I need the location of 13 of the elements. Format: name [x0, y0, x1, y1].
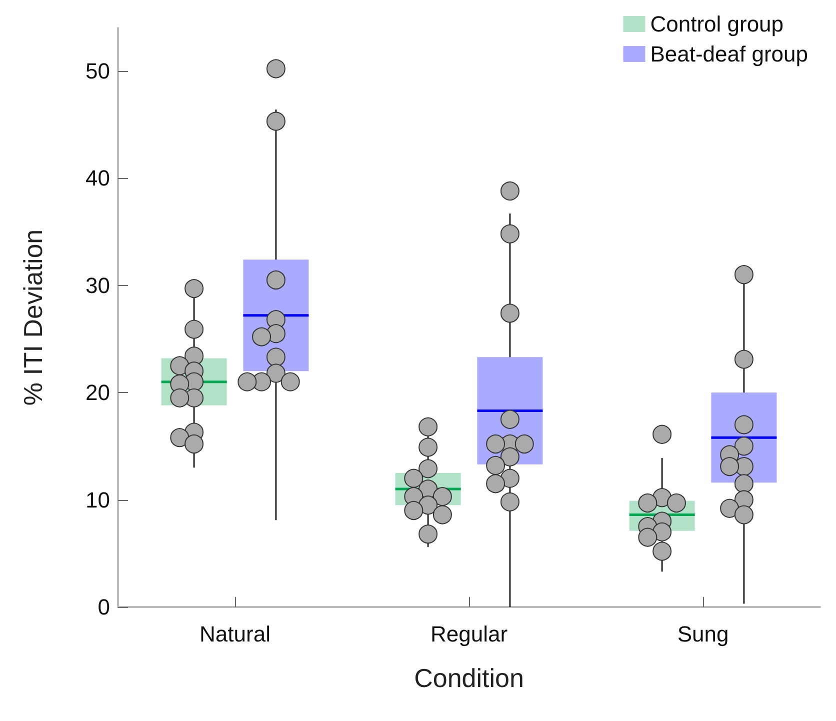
y-tick-label: 10 — [86, 487, 110, 512]
y-tick-label: 0 — [98, 594, 110, 620]
y-tick-label: 30 — [86, 272, 110, 298]
legend-label: Control group — [650, 12, 784, 36]
y-axis-title: % ITI Deviation — [18, 229, 48, 406]
y-tick-label: 40 — [86, 166, 110, 191]
y-tick-label: 50 — [86, 58, 110, 84]
y-tick-label: 20 — [86, 380, 110, 406]
x-axis-title: Condition — [414, 663, 524, 693]
x-tick-label: Sung — [677, 622, 729, 646]
legend-label: Beat-deaf group — [650, 42, 808, 66]
x-tick-label: Regular — [430, 622, 508, 646]
x-tick-label: Natural — [200, 622, 270, 646]
